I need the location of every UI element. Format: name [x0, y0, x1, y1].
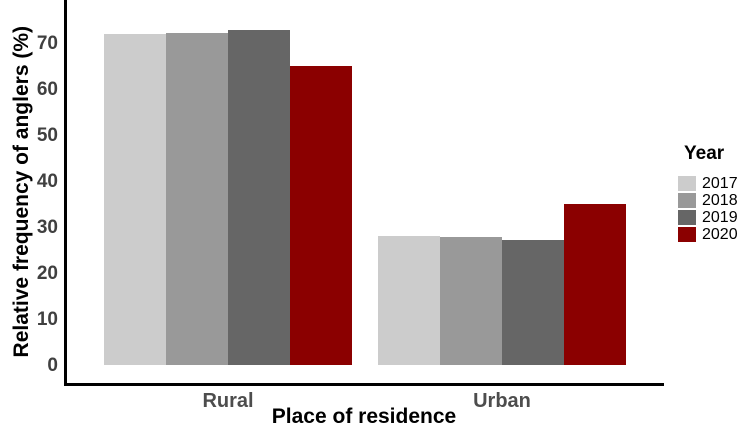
bar-rural-2017 — [104, 34, 166, 365]
legend-entry-2019: 2019 — [678, 209, 738, 226]
legend-entry-2018: 2018 — [678, 192, 738, 209]
y-tick-label-30: 30 — [36, 217, 58, 238]
y-tick-label-60: 60 — [36, 79, 58, 100]
legend-label-2017: 2017 — [702, 175, 738, 192]
bar-urban-2018 — [440, 237, 502, 365]
x-tick-label-rural: Rural — [202, 390, 254, 412]
legend-label-2020: 2020 — [702, 226, 738, 243]
bar-urban-2019 — [502, 239, 564, 365]
bar-urban-2017 — [378, 235, 440, 365]
y-tick-label-70: 70 — [36, 33, 58, 54]
bar-rural-2018 — [166, 32, 228, 365]
y-tick-label-40: 40 — [36, 171, 58, 192]
y-axis-line — [64, 0, 67, 386]
y-tick-label-0: 0 — [47, 355, 58, 376]
legend-label-2019: 2019 — [702, 209, 738, 226]
legend-entry-2020: 2020 — [678, 226, 738, 243]
legend-swatch-2020 — [678, 227, 696, 242]
legend-entry-2017: 2017 — [678, 175, 738, 192]
y-tick-label-10: 10 — [36, 309, 58, 330]
legend-title: Year — [684, 143, 725, 164]
legend-swatch-2018 — [678, 193, 696, 208]
bar-urban-2020 — [564, 204, 626, 365]
legend-entries: 2017 2018 2019 2020 — [678, 175, 738, 243]
x-axis-line — [64, 383, 664, 386]
bar-rural-2020 — [290, 66, 352, 365]
legend-swatch-2019 — [678, 210, 696, 225]
x-axis-title: Place of residence — [271, 405, 457, 428]
y-tick-label-50: 50 — [36, 125, 58, 146]
y-tick-label-20: 20 — [36, 263, 58, 284]
bar-rural-2019 — [228, 30, 290, 365]
legend-swatch-2017 — [678, 176, 696, 191]
legend-label-2018: 2018 — [702, 192, 738, 209]
legend: Year 2017 2018 2019 2020 — [678, 143, 738, 243]
x-tick-label-urban: Urban — [473, 390, 531, 412]
